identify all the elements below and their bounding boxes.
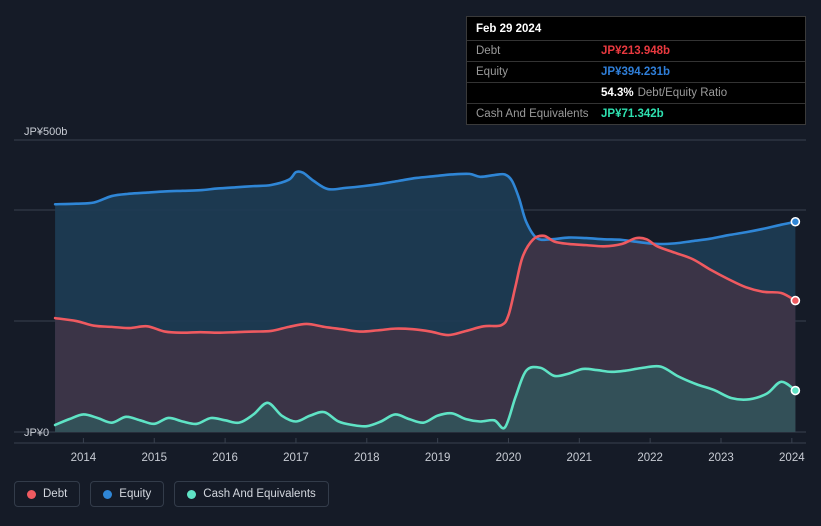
y-axis-zero-label: JP¥0 — [24, 427, 49, 439]
x-tick-label-2023: 2023 — [708, 452, 734, 464]
x-tick-label-2021: 2021 — [567, 452, 593, 464]
tooltip-label-debt: Debt — [476, 45, 501, 57]
legend-label: Cash And Equivalents — [203, 488, 316, 500]
tooltip-value-equity: JP¥394.231b — [601, 66, 671, 78]
tooltip-label-equity: Equity — [476, 66, 508, 78]
legend-item-debt[interactable]: Debt — [14, 481, 81, 507]
tooltip-row-ratio: 54.3% Debt/Equity Ratio — [467, 82, 805, 103]
tooltip-ratio-text: Debt/Equity Ratio — [637, 87, 728, 99]
endpoint-dot-debt — [790, 295, 801, 306]
endpoint-dot-equity — [790, 216, 801, 227]
x-tick-label-2014: 2014 — [71, 452, 97, 464]
x-tick-label-2020: 2020 — [496, 452, 522, 464]
chart-tooltip: Feb 29 2024 Debt JP¥213.948b Equity JP¥3… — [466, 16, 806, 125]
x-tick-label-2015: 2015 — [141, 452, 167, 464]
x-tick-label-2016: 2016 — [212, 452, 238, 464]
tooltip-label-cash: Cash And Equivalents — [476, 108, 589, 120]
x-tick-label-2024: 2024 — [779, 452, 805, 464]
x-tick-label-2022: 2022 — [637, 452, 663, 464]
legend-item-equity[interactable]: Equity — [90, 481, 165, 507]
y-axis-top-label: JP¥500b — [24, 126, 67, 138]
series-line-equity — [53, 170, 797, 246]
legend-item-cash-and-equivalents[interactable]: Cash And Equivalents — [174, 481, 329, 507]
area-fills — [55, 171, 796, 433]
series-line-cash-and-equivalents — [53, 364, 797, 430]
legend-color-dot — [103, 489, 113, 499]
tooltip-value-cash: JP¥71.342b — [601, 108, 664, 120]
endpoint-dot-cash-and-equivalents — [790, 385, 801, 396]
x-axis: 2014 2015 2016 2017 2018 2019 2020 2021 2022 2023… — [14, 438, 806, 464]
x-tick-label-2018: 2018 — [354, 452, 380, 464]
x-tick-label-2017: 2017 — [283, 452, 309, 464]
chart-legend: Debt Equity Cash And Equivalents — [14, 481, 329, 507]
legend-color-dot — [187, 489, 197, 499]
legend-label: Debt — [43, 488, 68, 500]
legend-color-dot — [27, 489, 36, 499]
area-fill-cash-and-equivalents — [55, 366, 796, 432]
tooltip-row-cash: Cash And Equivalents JP¥71.342b — [467, 103, 805, 124]
tooltip-ratio-percent: 54.3% — [601, 87, 634, 99]
x-tick-label-2019: 2019 — [425, 452, 451, 464]
tooltip-date: Feb 29 2024 — [476, 23, 542, 35]
legend-label: Equity — [119, 488, 152, 500]
series-line-debt — [53, 234, 797, 337]
series-lines — [53, 170, 797, 430]
debt-equity-area-chart: 2014 2015 2016 2017 2018 2019 2020 2021 2022 2023… — [14, 126, 806, 464]
tooltip-row-equity: Equity JP¥394.231b — [467, 61, 805, 82]
tooltip-value-debt: JP¥213.948b — [601, 45, 671, 57]
tooltip-row-debt: Debt JP¥213.948b — [467, 40, 805, 61]
series-endpoints — [790, 216, 801, 396]
